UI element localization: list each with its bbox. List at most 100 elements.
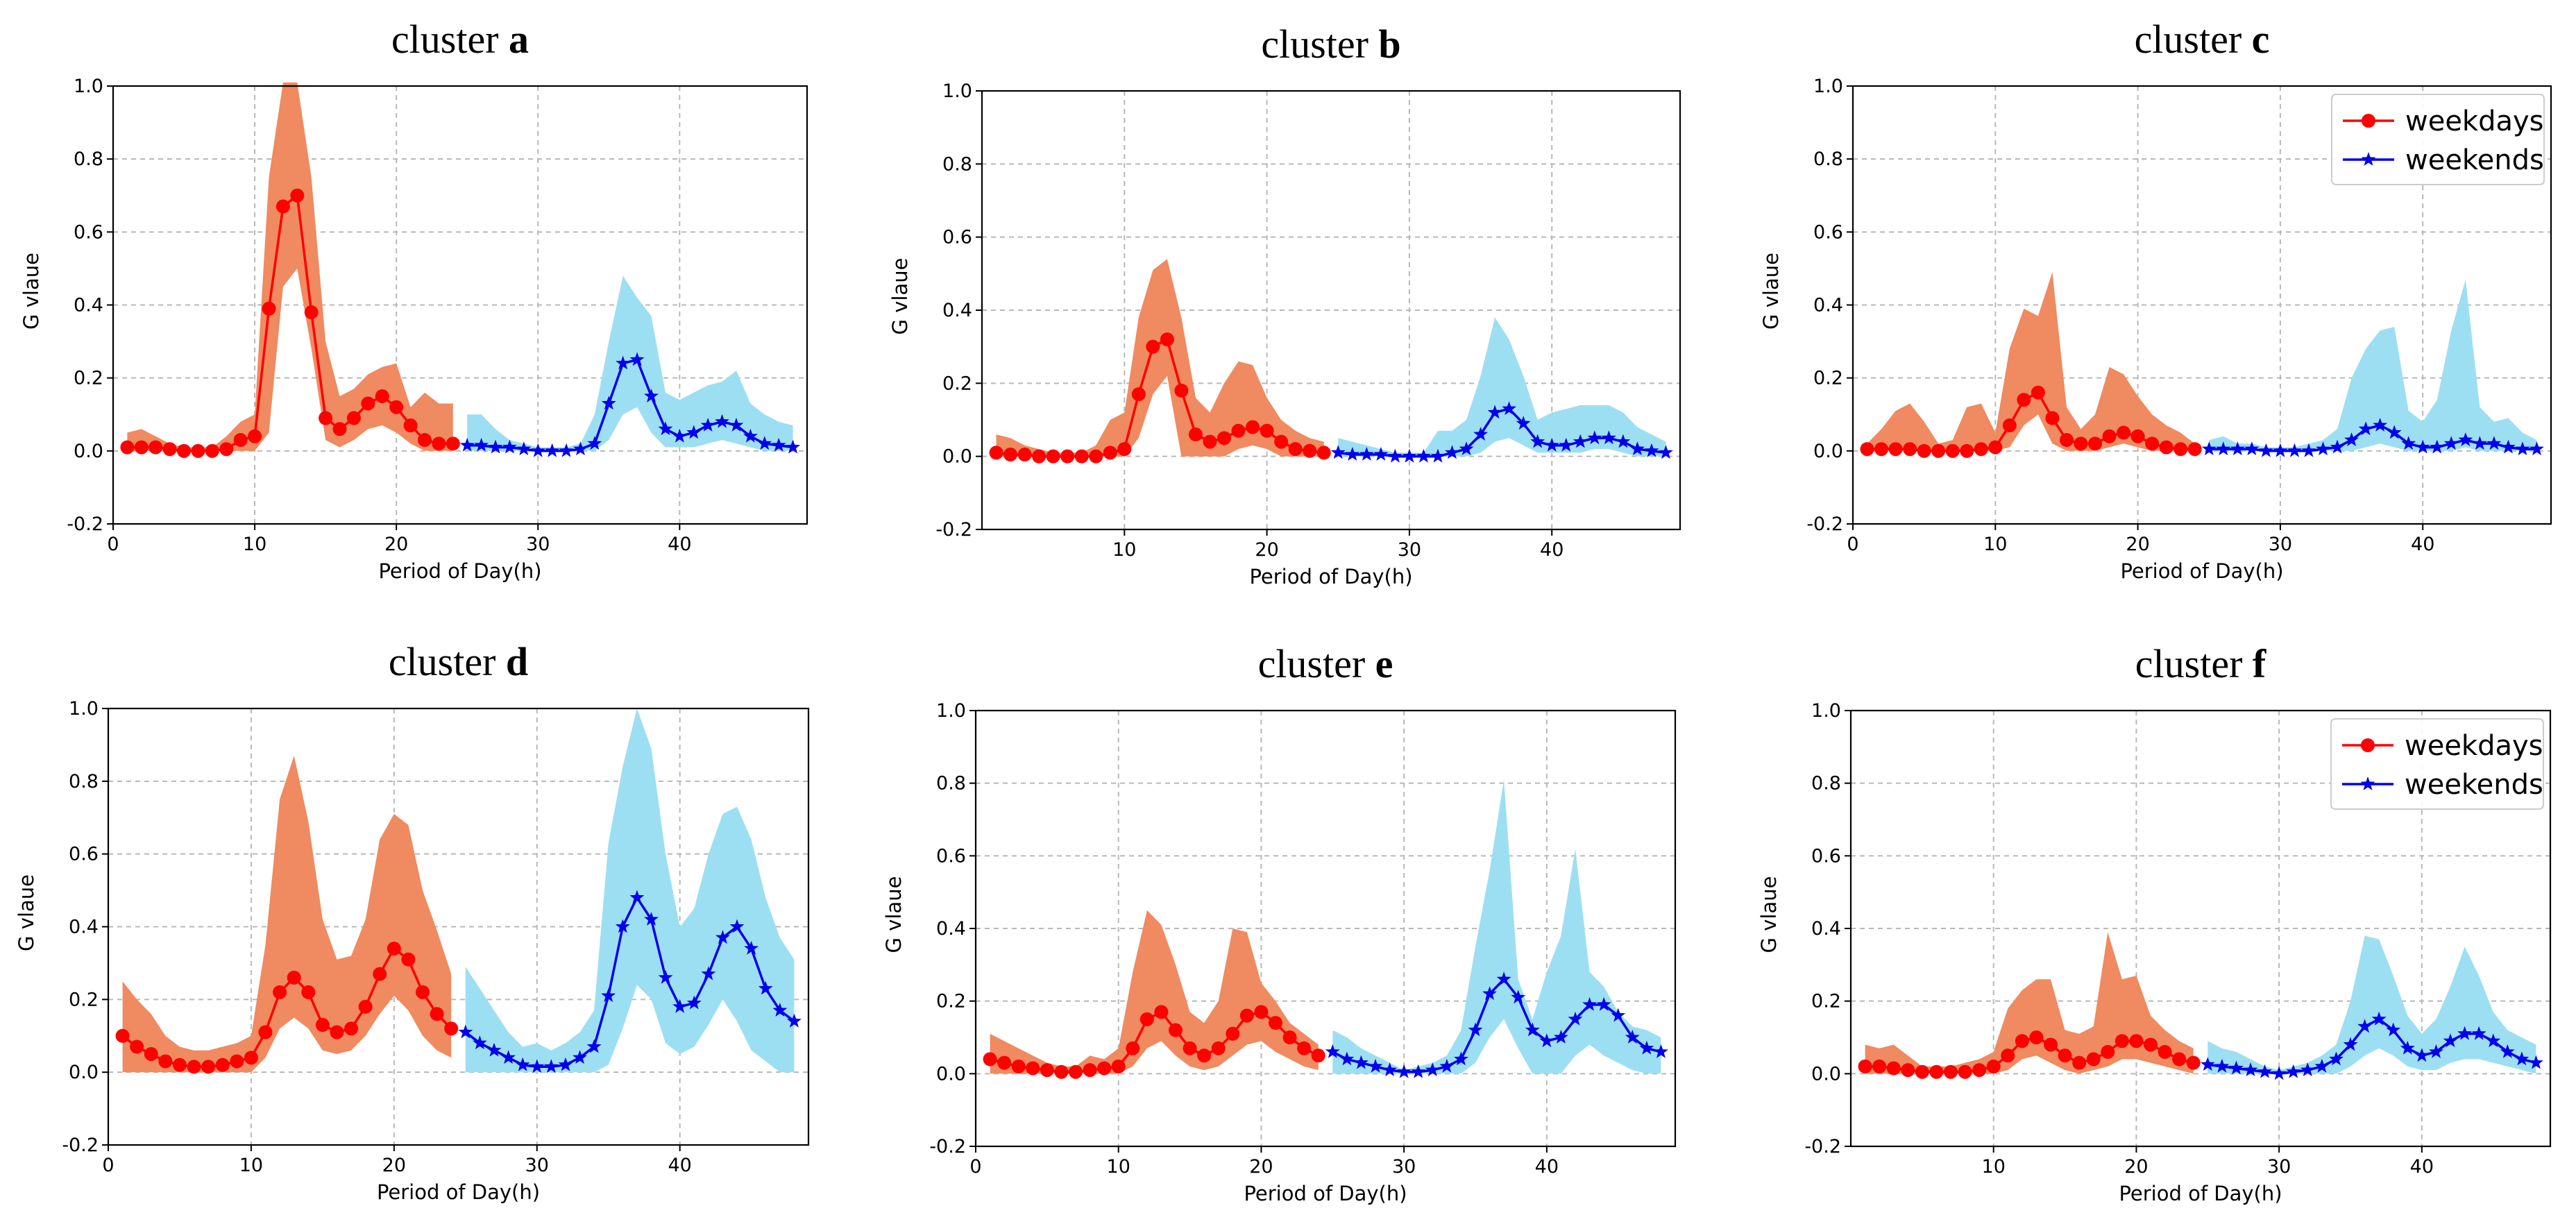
point-weekdays — [1931, 443, 1946, 458]
legend-marker-weekends — [2360, 776, 2375, 790]
point-weekdays — [1903, 442, 1917, 457]
x-axis-label: Period of Day(h) — [377, 1180, 540, 1204]
point-weekends — [1596, 996, 1611, 1011]
point-weekdays — [287, 970, 301, 985]
y-tick-label: 0.0 — [1811, 1063, 1841, 1085]
point-weekdays — [2187, 442, 2202, 457]
point-weekends — [658, 421, 673, 436]
band-weekdays — [1867, 272, 2195, 451]
point-weekends — [2229, 1060, 2244, 1075]
point-weekends — [1554, 1030, 1568, 1044]
point-weekends — [545, 443, 560, 457]
point-weekends — [2500, 439, 2516, 454]
point-weekends — [2300, 1062, 2315, 1076]
point-weekdays — [2174, 442, 2188, 457]
y-tick-label: 0.2 — [74, 368, 103, 389]
point-weekends — [715, 930, 730, 944]
point-weekdays — [2186, 1055, 2201, 1070]
point-weekends — [1373, 447, 1389, 461]
y-tick-label: 0.0 — [74, 441, 103, 462]
chart-panel-a: cluster a 0 10 20 30 40 -0.2 0.0 0.2 0.4 0.6 0.8 1.0… — [19, 17, 808, 583]
point-weekends — [1654, 1044, 1668, 1058]
point-weekends — [573, 441, 588, 456]
point-weekdays — [315, 1018, 330, 1033]
point-weekdays — [997, 1055, 1012, 1070]
point-weekdays — [1945, 443, 1960, 458]
band-weekdays — [127, 82, 453, 451]
point-weekdays — [1260, 423, 1274, 438]
point-weekends — [2486, 1033, 2501, 1048]
y-tick-label: 0.0 — [1813, 441, 1843, 462]
panel-title-prefix: cluster — [2135, 17, 2252, 62]
point-weekends — [1345, 447, 1360, 461]
band-weekends — [1332, 779, 1661, 1074]
point-weekends — [2287, 443, 2302, 457]
x-tick-label: 0 — [102, 1155, 114, 1176]
point-weekdays — [1915, 1064, 1929, 1079]
y-axis-label: G vlaue — [1757, 876, 1781, 953]
point-weekends — [516, 441, 532, 456]
point-weekdays — [1944, 1064, 1958, 1079]
point-weekends — [758, 980, 773, 995]
point-weekdays — [1886, 1061, 1901, 1076]
point-weekends — [615, 919, 630, 933]
point-weekdays — [248, 429, 262, 443]
point-weekdays — [1017, 448, 1032, 462]
point-weekends — [2415, 439, 2430, 454]
point-weekdays — [276, 199, 290, 214]
point-weekends — [672, 428, 687, 443]
point-weekdays — [1069, 1064, 1083, 1079]
point-weekends — [729, 919, 745, 933]
point-weekdays — [1089, 449, 1103, 464]
point-weekdays — [1929, 1064, 1944, 1079]
panel-title-a: cluster a — [391, 17, 529, 62]
y-axis-label: G vlaue — [15, 874, 38, 951]
point-weekends — [757, 436, 772, 450]
point-weekdays — [201, 1060, 216, 1074]
point-weekends — [616, 355, 631, 370]
panel-title-letter: e — [1375, 641, 1393, 686]
point-weekends — [1368, 1058, 1383, 1073]
point-weekdays — [1103, 445, 1117, 460]
y-tick-label: 1.0 — [69, 698, 99, 720]
point-weekends — [1530, 434, 1545, 448]
point-weekends — [2401, 436, 2416, 450]
x-tick-label: 10 — [1982, 1156, 2006, 1178]
point-weekdays — [1872, 1059, 1887, 1073]
x-tick-label: 10 — [1112, 539, 1136, 561]
x-tick-label: 20 — [2126, 534, 2149, 555]
x-axis-label: Period of Day(h) — [378, 559, 541, 583]
point-weekdays — [2045, 411, 2060, 425]
point-weekends — [2257, 1064, 2272, 1078]
point-weekends — [1325, 1044, 1340, 1058]
point-weekends — [1416, 448, 1431, 463]
panel-title-c: cluster c — [2135, 17, 2270, 62]
chart-panel-d: cluster d 0 10 20 30 40 -0.2 0.0 0.2 0.4 0.6 0.8 1.0… — [15, 639, 810, 1204]
point-weekends — [559, 443, 574, 457]
point-weekends — [729, 418, 744, 432]
point-weekends — [701, 966, 716, 980]
point-weekdays — [120, 440, 135, 455]
point-weekends — [1339, 1051, 1355, 1066]
band-weekends — [465, 708, 795, 1073]
point-weekends — [629, 890, 645, 904]
point-weekdays — [172, 1058, 187, 1072]
point-weekends — [601, 988, 616, 1002]
point-weekdays — [1032, 449, 1046, 464]
y-tick-label: 0.8 — [69, 771, 99, 792]
x-tick-label: 20 — [1249, 1156, 1273, 1178]
point-weekends — [601, 396, 616, 410]
y-tick-label: 0.4 — [74, 295, 103, 316]
point-weekends — [1511, 990, 1526, 1004]
chart-panel-e: cluster e 0 10 20 30 40 -0.2 0.0 0.2 0.4 0.6 0.8 1.0… — [882, 641, 1677, 1205]
point-weekends — [2414, 1048, 2430, 1062]
point-weekends — [459, 437, 475, 452]
x-tick-label: 10 — [1983, 534, 2007, 555]
point-weekends — [672, 999, 688, 1013]
y-tick-label: 0.2 — [69, 989, 99, 1010]
point-weekends — [1544, 437, 1559, 452]
legend-box — [2330, 718, 2544, 810]
point-weekends — [1439, 1058, 1455, 1073]
legend-marker-weekends — [2361, 152, 2376, 166]
point-weekdays — [1972, 1063, 1987, 1078]
